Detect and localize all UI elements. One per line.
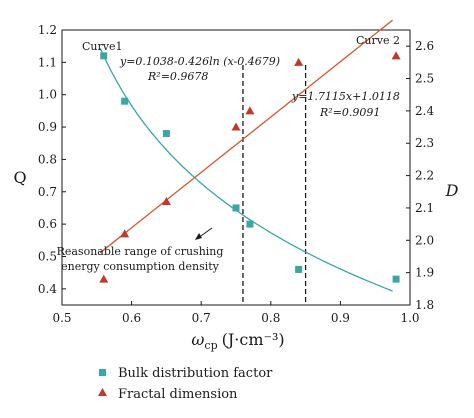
bulk-factor-point [246, 220, 254, 228]
bulk-factor-point [392, 275, 400, 283]
legend-marker-bulk [99, 369, 106, 376]
x-axis-subscript: cp [204, 339, 217, 352]
bulk-factor-point [295, 265, 303, 273]
fractal-dimension-point [99, 274, 109, 283]
y-left-tick-label: 0.4 [38, 282, 57, 296]
bulk-factor-point [100, 52, 108, 60]
x-tick-label: 0.8 [261, 311, 280, 325]
fractal-dimension-point [245, 106, 255, 115]
legend-label-fractal: Fractal dimension [118, 387, 238, 402]
range-annotation-line1: Reasonable range of crushing [57, 245, 224, 258]
y-right-axis-title: D [445, 181, 459, 200]
curve1-equation: y=0.1038-0.426ln (x-0.4679) [119, 55, 280, 68]
fractal-dimension-point [391, 51, 401, 60]
x-axis-unit: (J·cm⁻³) [222, 330, 285, 349]
y-left-tick-label: 1.1 [38, 55, 57, 69]
annotation-arrowhead [195, 233, 202, 240]
fractal-dimension-point [294, 57, 304, 66]
x-tick-label: 0.9 [331, 311, 350, 325]
y-left-tick-label: 0.7 [38, 185, 57, 199]
curve2-r2: R²=0.9091 [319, 106, 380, 119]
x-axis-title: ωcp (J·cm⁻³) [191, 330, 284, 352]
x-tick-label: 0.5 [52, 311, 71, 325]
y-right-tick-label: 2.3 [415, 136, 434, 150]
y-right-tick-label: 1.8 [415, 298, 434, 312]
y-right-tick-label: 2.0 [415, 233, 434, 247]
fractal-dimension-point [161, 196, 171, 205]
curve1-label: Curve1 [82, 40, 122, 53]
y-left-tick-label: 0.6 [38, 217, 57, 231]
bulk-factor-point [121, 97, 129, 105]
legend-label-bulk: Bulk distribution factor [118, 366, 273, 381]
x-tick-label: 0.7 [192, 311, 211, 325]
y-left-tick-label: 1.0 [38, 88, 57, 102]
x-tick-label: 0.6 [122, 311, 141, 325]
range-annotation-line2: energy consumption density [61, 260, 220, 273]
plot-area: 0.5 0.6 0.7 0.8 0.9 1.00.40.50.60.70.80.91.01… [38, 19, 434, 325]
y-right-tick-label: 1.9 [415, 266, 434, 280]
y-left-tick-label: 0.8 [38, 152, 57, 166]
fractal-dimension-point [231, 122, 241, 131]
y-right-tick-label: 2.6 [415, 39, 434, 53]
legend: Bulk distribution factor Fractal dimensi… [98, 366, 273, 402]
bulk-factor-point [232, 204, 240, 212]
fit-line-2 [99, 19, 394, 254]
y-right-tick-label: 2.4 [415, 104, 434, 118]
legend-marker-fractal [98, 388, 107, 396]
bulk-factor-point [162, 130, 170, 138]
fit-curve-1 [99, 48, 393, 292]
curve2-equation: y=1.7115x+1.0118 [291, 90, 400, 103]
curve1-r2: R²=0.9678 [147, 70, 208, 83]
y-right-tick-label: 2.5 [415, 72, 434, 86]
y-left-axis-title: Q [13, 168, 26, 187]
y-left-tick-label: 1.2 [38, 23, 57, 37]
x-tick-label: 1.0 [400, 311, 419, 325]
curve2-label: Curve 2 [356, 34, 400, 47]
y-right-tick-label: 2.2 [415, 169, 434, 183]
plot-frame [61, 29, 411, 306]
fractal-dimension-point [120, 229, 130, 238]
x-axis-symbol: ω [191, 330, 204, 349]
y-right-tick-label: 2.1 [415, 201, 434, 215]
y-left-tick-label: 0.9 [38, 120, 57, 134]
y-left-tick-label: 0.5 [38, 249, 57, 263]
